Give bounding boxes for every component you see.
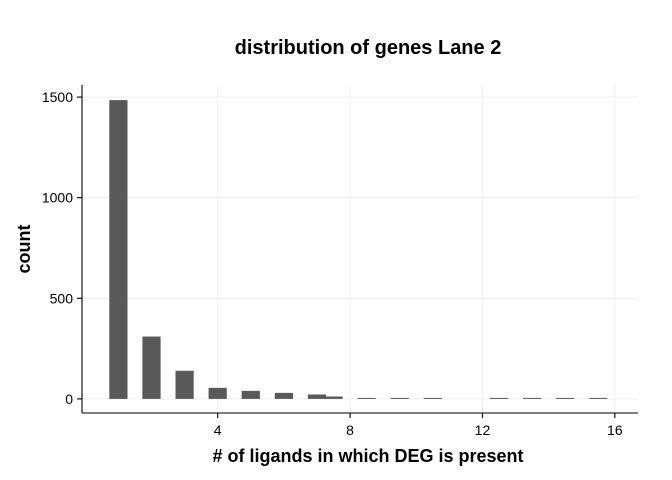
y-tick-label: 1000	[42, 190, 73, 206]
y-axis-title: count	[14, 225, 34, 274]
bar	[208, 387, 227, 399]
bar	[241, 390, 260, 399]
y-tick-label: 500	[50, 290, 74, 306]
chart-title: distribution of genes Lane 2	[235, 37, 502, 59]
bar	[142, 336, 161, 399]
bar	[489, 397, 509, 399]
bar	[274, 392, 293, 399]
ticks: 0 500 1000 1500 4 8 12 16	[42, 89, 623, 438]
axes	[81, 85, 638, 414]
bar	[556, 397, 575, 399]
x-tick-label: 4	[214, 422, 222, 438]
bar	[324, 396, 343, 399]
x-axis-title: # of ligands in which DEG is present	[212, 446, 523, 466]
y-tick-label: 0	[65, 391, 73, 407]
bar	[390, 397, 409, 399]
bar	[423, 397, 442, 399]
bar	[522, 397, 542, 399]
bar	[307, 394, 327, 399]
x-tick-label: 12	[475, 422, 491, 438]
y-tick-label: 1500	[42, 89, 73, 105]
bar	[589, 397, 608, 399]
bars	[109, 100, 608, 399]
grid-lines	[82, 85, 638, 413]
x-tick-label: 16	[607, 422, 623, 438]
bar	[109, 100, 128, 399]
bar	[357, 397, 376, 399]
x-tick-label: 8	[346, 422, 354, 438]
bar	[175, 370, 194, 399]
